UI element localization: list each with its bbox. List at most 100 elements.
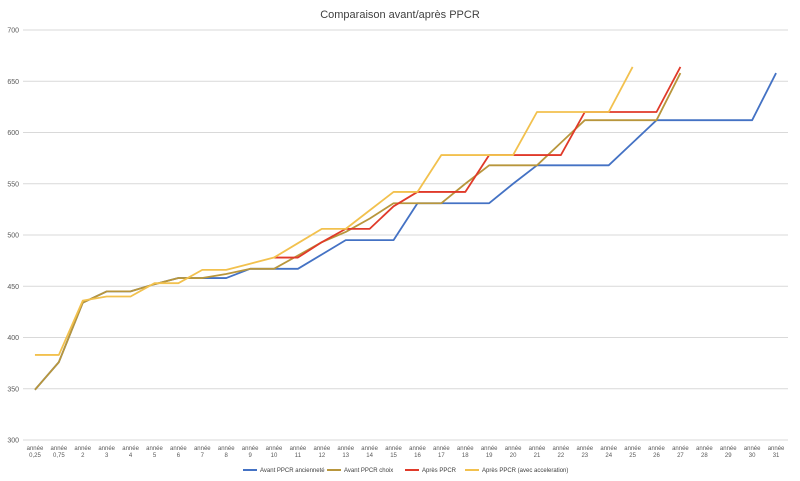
x-tick-label-line: 7 — [201, 453, 205, 459]
x-tick-label-line: 27 — [677, 453, 684, 459]
x-tick-label-line: année — [696, 446, 713, 452]
y-tick-label-300: 300 — [7, 438, 19, 445]
x-tick-label-line: 12 — [318, 453, 325, 459]
x-tick-label-28: année 28 — [696, 446, 713, 459]
x-tick-label-line: année — [720, 446, 737, 452]
x-tick-label-18: année 18 — [457, 446, 474, 459]
x-tick-label-26: année 26 — [648, 446, 665, 459]
x-tick-label-17: année 17 — [433, 446, 450, 459]
x-tick-label-line: 0,25 — [29, 453, 41, 459]
x-tick-label-line: 30 — [749, 453, 756, 459]
x-tick-label-11: année 11 — [290, 446, 307, 459]
chart-title: Comparaison avant/après PPCR — [320, 9, 480, 21]
x-tick-label-line: 14 — [366, 453, 373, 459]
x-tick-label-1: année 0,75 — [51, 446, 68, 459]
x-tick-label-line: année — [361, 446, 378, 452]
x-tick-label-line: année — [624, 446, 641, 452]
x-tick-label-line: 19 — [486, 453, 493, 459]
x-tick-label-line: année — [51, 446, 68, 452]
y-tick-label-550: 550 — [7, 181, 19, 188]
x-tick-label-line: année — [337, 446, 354, 452]
series-line-0 — [34, 72, 777, 391]
x-tick-label-16: année 16 — [409, 446, 426, 459]
x-tick-label-line: 31 — [773, 453, 780, 459]
x-tick-label-line: année — [266, 446, 283, 452]
x-tick-label-12: année 12 — [313, 446, 330, 459]
x-tick-label-line: 24 — [605, 453, 612, 459]
x-tick-label-line: année — [433, 446, 450, 452]
x-tick-label-15: année 15 — [385, 446, 402, 459]
x-tick-label-4: année 4 — [122, 446, 139, 459]
x-tick-label-8: année 8 — [218, 446, 235, 459]
x-tick-label-line: année — [290, 446, 307, 452]
x-tick-label-23: année 23 — [576, 446, 593, 459]
x-tick-label-line: année — [576, 446, 593, 452]
x-tick-label-line: 8 — [225, 453, 229, 459]
x-tick-label-line: année — [457, 446, 474, 452]
x-tick-label-29: année 29 — [720, 446, 737, 459]
x-tick-label-line: année — [242, 446, 259, 452]
x-tick-label-line: 15 — [390, 453, 397, 459]
x-tick-label-line: année — [98, 446, 115, 452]
x-tick-label-line: 17 — [438, 453, 445, 459]
x-tick-label-line: année — [600, 446, 617, 452]
x-tick-label-line: 26 — [653, 453, 660, 459]
x-tick-label-6: année 6 — [170, 446, 187, 459]
y-tick-label-700: 700 — [7, 28, 19, 35]
x-tick-label-line: 5 — [153, 453, 157, 459]
x-tick-label-line: 0,75 — [53, 453, 65, 459]
x-tick-label-line: 6 — [177, 453, 181, 459]
y-tick-label-650: 650 — [7, 79, 19, 86]
y-tick-label-500: 500 — [7, 233, 19, 240]
x-tick-label-line: 25 — [629, 453, 636, 459]
x-tick-label-27: année 27 — [672, 446, 689, 459]
x-tick-label-9: année 9 — [242, 446, 259, 459]
y-tick-label-400: 400 — [7, 335, 19, 342]
x-tick-label-line: 16 — [414, 453, 421, 459]
x-tick-label-31: année 31 — [768, 446, 785, 459]
x-tick-label-line: 11 — [295, 453, 302, 459]
series-line-3 — [34, 66, 634, 356]
x-tick-label-line: année — [768, 446, 785, 452]
x-tick-label-line: année — [194, 446, 211, 452]
x-tick-label-line: année — [313, 446, 330, 452]
x-tick-label-10: année 10 — [266, 446, 283, 459]
x-tick-label-line: année — [122, 446, 139, 452]
y-tick-label-350: 350 — [7, 386, 19, 393]
x-tick-label-line: année — [170, 446, 187, 452]
x-tick-label-25: année 25 — [624, 446, 641, 459]
x-tick-label-line: 4 — [129, 453, 133, 459]
x-tick-label-22: année 22 — [553, 446, 570, 459]
x-tick-label-2: année 2 — [74, 446, 91, 459]
x-tick-label-line: 29 — [725, 453, 732, 459]
series-line-1 — [34, 72, 682, 391]
x-tick-label-21: année 21 — [529, 446, 546, 459]
x-tick-label-19: année 19 — [481, 446, 498, 459]
x-tick-label-line: 28 — [701, 453, 708, 459]
x-tick-label-line: année — [74, 446, 91, 452]
x-tick-label-30: année 30 — [744, 446, 761, 459]
legend-label-2: Après PPCR — [422, 468, 457, 474]
x-tick-label-13: année 13 — [337, 446, 354, 459]
x-tick-label-line: année — [385, 446, 402, 452]
x-tick-label-line: 13 — [342, 453, 349, 459]
x-tick-label-line: 21 — [534, 453, 541, 459]
x-tick-label-14: année 14 — [361, 446, 378, 459]
x-tick-label-line: année — [146, 446, 163, 452]
x-tick-label-line: 18 — [462, 453, 469, 459]
x-tick-label-line: 23 — [581, 453, 588, 459]
x-tick-label-line: 3 — [105, 453, 109, 459]
x-tick-label-line: 2 — [81, 453, 85, 459]
x-tick-label-20: année 20 — [505, 446, 522, 459]
series-line-2 — [274, 66, 682, 259]
x-tick-label-24: année 24 — [600, 446, 617, 459]
legend-label-3: Après PPCR (avec acceleration) — [482, 468, 568, 474]
x-tick-label-line: année — [218, 446, 235, 452]
x-tick-label-5: année 5 — [146, 446, 163, 459]
legend-label-1: Avant PPCR choix — [344, 468, 393, 474]
x-tick-label-line: année — [27, 446, 44, 452]
x-tick-label-line: année — [648, 446, 665, 452]
x-tick-label-line: 22 — [558, 453, 565, 459]
